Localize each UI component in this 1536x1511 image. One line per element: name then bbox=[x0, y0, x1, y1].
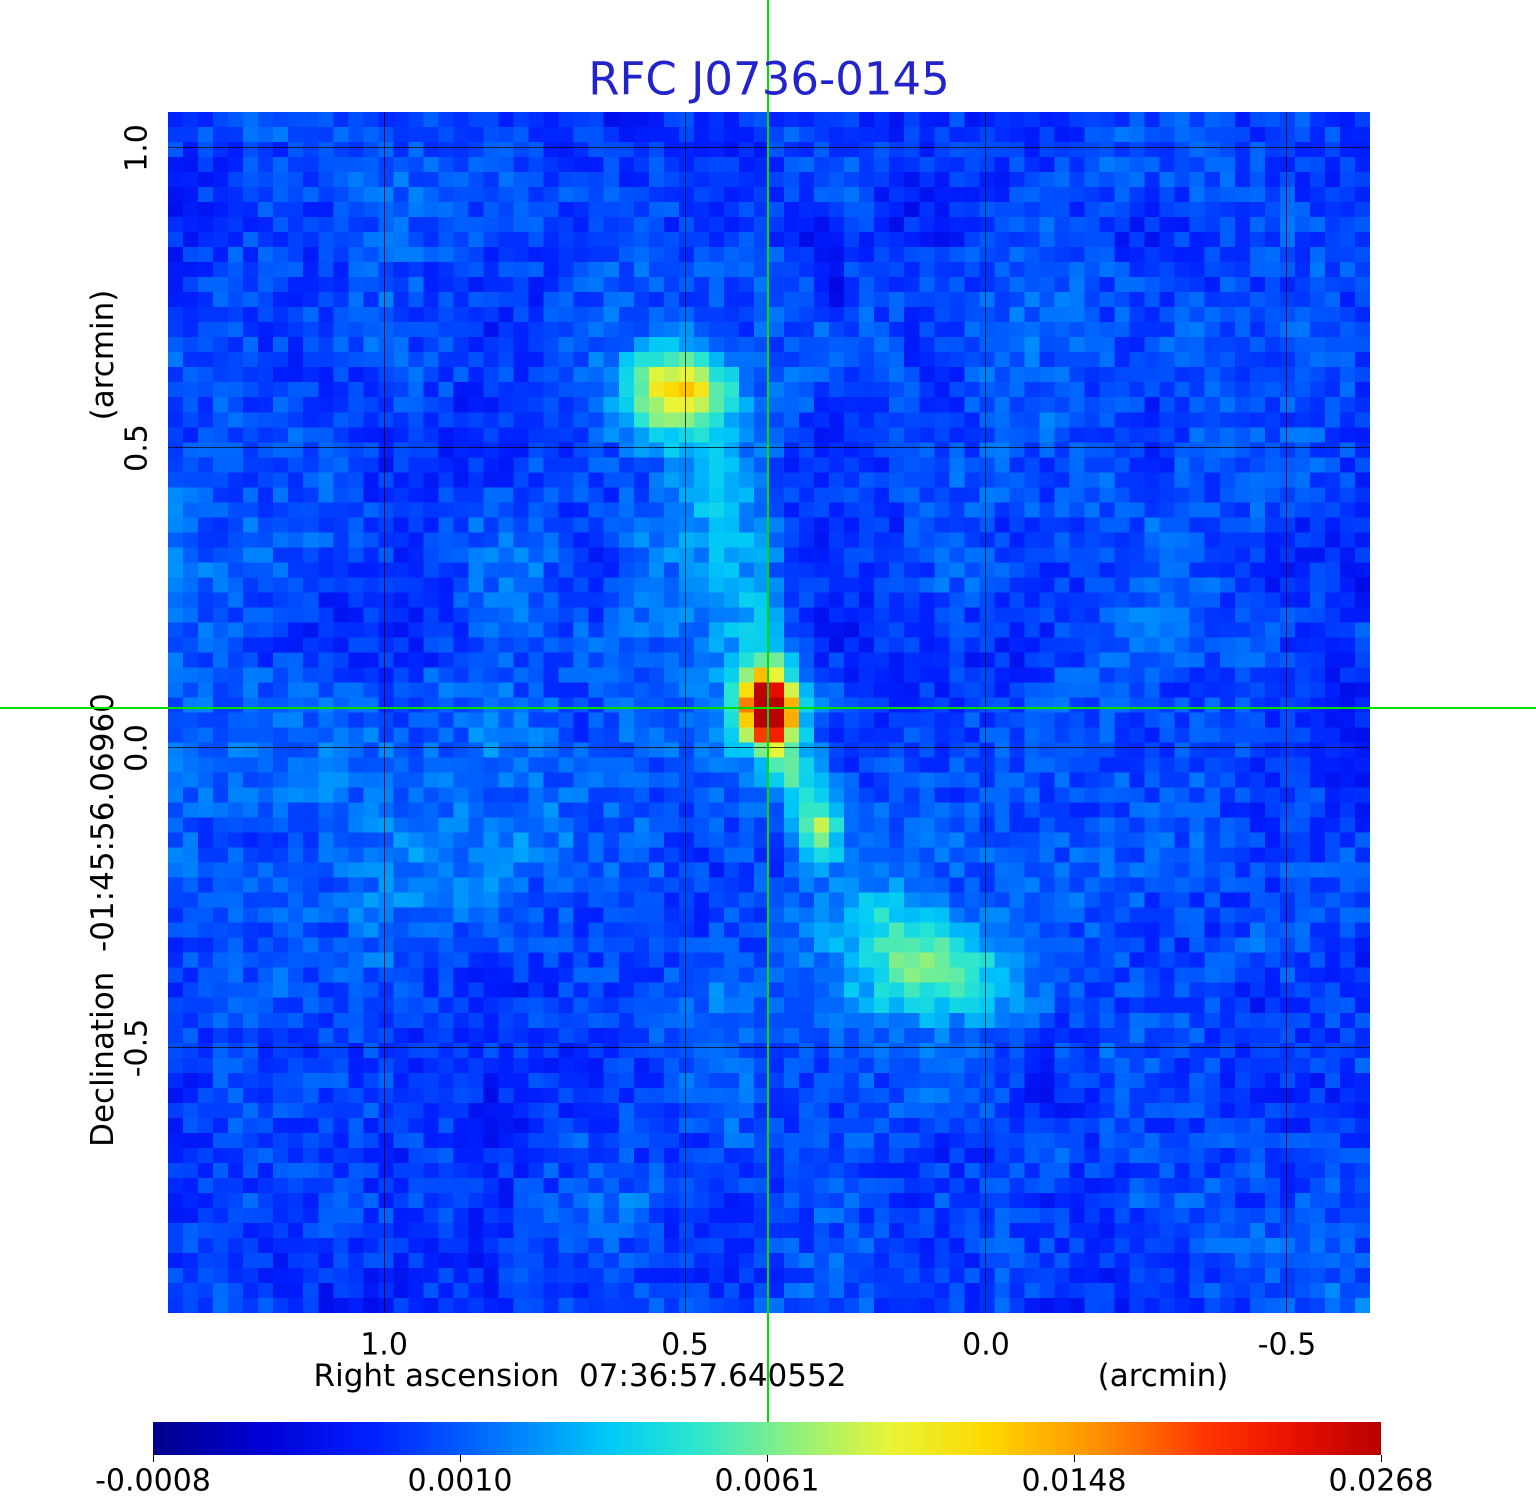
x-tick-label: 0.5 bbox=[661, 1327, 709, 1363]
x-gridline bbox=[383, 112, 385, 1313]
x-gridline bbox=[985, 112, 987, 1313]
crosshair-vertical-line bbox=[767, 0, 770, 1422]
chart-title: RFC J0736-0145 bbox=[588, 52, 950, 106]
x-axis-title: Right ascension 07:36:57.640552 bbox=[313, 1358, 847, 1394]
y-axis-title: Declination -01:45:56.06960 bbox=[85, 693, 121, 1147]
colorbar-tick bbox=[767, 1455, 768, 1462]
x-axis-unit-label: (arcmin) bbox=[1097, 1358, 1229, 1394]
y-axis-unit-label: (arcmin) bbox=[85, 289, 121, 421]
x-gridline bbox=[684, 112, 686, 1313]
colorbar-tick-label: 0.0148 bbox=[1021, 1463, 1127, 1499]
colorbar-tick-label: -0.0008 bbox=[95, 1463, 211, 1499]
y-tick-label: 0.5 bbox=[119, 424, 155, 472]
y-tick-label: 0.0 bbox=[119, 724, 155, 772]
colorbar-tick bbox=[153, 1455, 154, 1462]
crosshair-horizontal-line bbox=[0, 706, 1536, 709]
colorbar bbox=[153, 1422, 1381, 1455]
y-tick-label: 1.0 bbox=[119, 124, 155, 172]
x-gridline bbox=[1286, 112, 1288, 1313]
x-tick-label: 1.0 bbox=[360, 1327, 408, 1363]
colorbar-tick-label: 0.0010 bbox=[407, 1463, 513, 1499]
colorbar-tick bbox=[460, 1455, 461, 1462]
x-tick-label: 0.0 bbox=[962, 1327, 1010, 1363]
colorbar-tick bbox=[1381, 1455, 1382, 1462]
colorbar-tick-label: 0.0268 bbox=[1328, 1463, 1434, 1499]
colorbar-tick bbox=[1074, 1455, 1075, 1462]
x-tick-label: -0.5 bbox=[1257, 1327, 1317, 1363]
y-tick-label: -0.5 bbox=[119, 1018, 155, 1078]
colorbar-tick-label: 0.0061 bbox=[714, 1463, 820, 1499]
